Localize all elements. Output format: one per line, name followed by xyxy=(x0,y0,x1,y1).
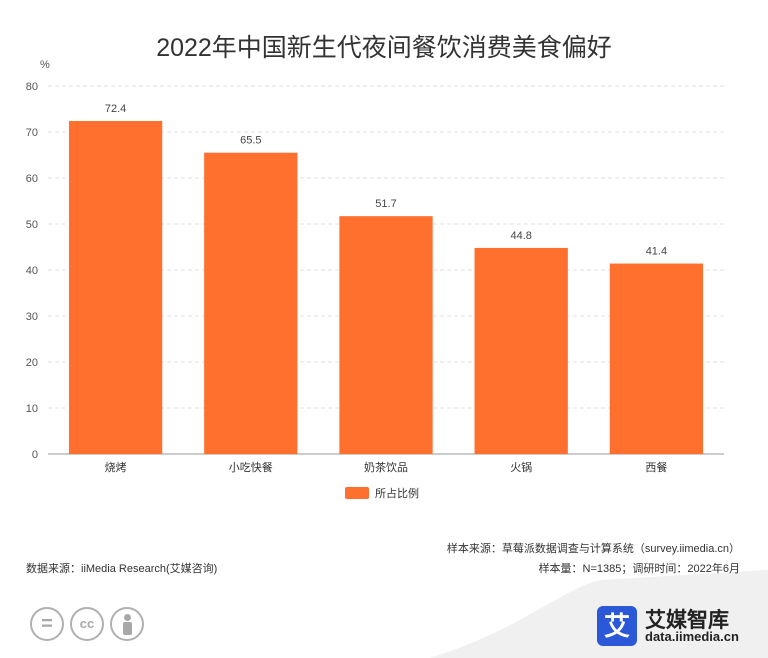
legend-swatch xyxy=(345,487,369,499)
y-tick-label: 80 xyxy=(26,81,38,93)
data-label: 72.4 xyxy=(105,103,126,115)
equal-icon: = xyxy=(30,607,64,641)
bar xyxy=(339,216,433,454)
category-label: 西餐 xyxy=(645,460,667,474)
y-axis-ticks: 0 10 20 30 40 50 60 70 80 xyxy=(26,81,38,461)
category-labels: 烧烤 小吃快餐 奶茶饮品 火锅 西餐 xyxy=(105,460,668,474)
y-tick-label: 40 xyxy=(26,265,38,277)
bar xyxy=(474,247,568,454)
data-label: 65.5 xyxy=(240,135,261,147)
y-tick-label: 20 xyxy=(26,357,38,369)
legend-label: 所占比例 xyxy=(375,486,419,500)
data-labels: 72.4 65.5 51.7 44.8 41.4 xyxy=(105,103,667,258)
data-label: 51.7 xyxy=(375,198,396,210)
y-tick-label: 0 xyxy=(32,449,38,461)
data-label: 41.4 xyxy=(646,246,667,258)
y-axis-unit: % xyxy=(40,59,50,71)
category-label: 奶茶饮品 xyxy=(364,460,408,474)
bar xyxy=(609,263,704,454)
category-label: 火锅 xyxy=(510,461,532,474)
bars xyxy=(68,120,704,455)
legend: 所占比例 xyxy=(345,486,419,500)
bar xyxy=(68,120,163,455)
sample-source-text: 样本来源：草莓派数据调查与计算系统（survey.iimedia.cn） xyxy=(446,543,740,555)
y-tick-label: 10 xyxy=(26,403,38,415)
bar xyxy=(204,152,298,454)
sample-info-text: 样本量：N=1385；调研时间：2022年6月 xyxy=(538,563,740,575)
category-label: 烧烤 xyxy=(105,460,127,474)
cc-icon: cc xyxy=(70,607,104,641)
y-tick-label: 60 xyxy=(26,173,38,185)
person-icon xyxy=(110,607,144,641)
brand-name: 艾媒智库 xyxy=(645,609,729,632)
chart-title: 2022年中国新生代夜间餐饮消费美食偏好 xyxy=(156,34,612,62)
brand-url: data.iimedia.cn xyxy=(645,629,739,644)
data-label: 44.8 xyxy=(510,230,531,242)
data-source-text: 数据来源：iiMedia Research(艾媒咨询) xyxy=(26,563,218,575)
bar-chart: 2022年中国新生代夜间餐饮消费美食偏好 % 0 10 20 30 40 50 60 70 80… xyxy=(26,34,724,500)
y-tick-label: 70 xyxy=(26,127,38,139)
y-tick-label: 50 xyxy=(26,219,38,231)
category-label: 小吃快餐 xyxy=(229,460,273,474)
brand-logo-icon: 艾 xyxy=(597,606,637,646)
y-tick-label: 30 xyxy=(26,311,38,323)
